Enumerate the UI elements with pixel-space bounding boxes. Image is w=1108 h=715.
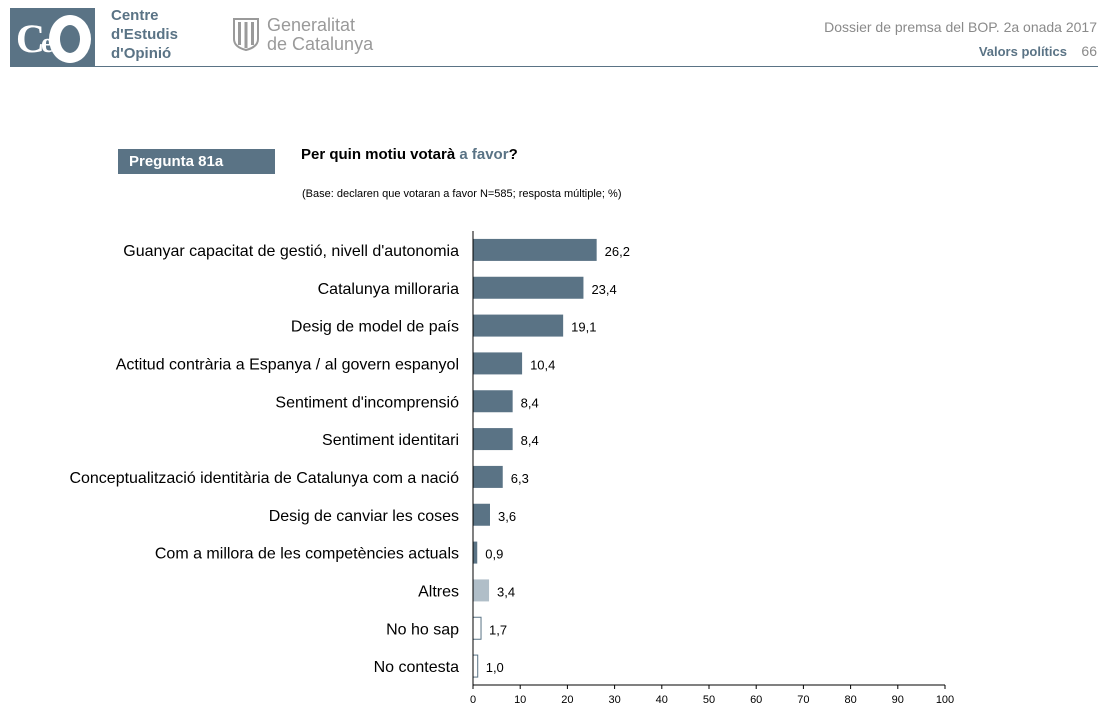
category-label: Desig de model de país — [291, 319, 459, 336]
svg-text:C: C — [16, 16, 45, 61]
value-label: 6,3 — [511, 471, 529, 486]
value-label: 19,1 — [571, 320, 596, 335]
bar — [472, 616, 482, 640]
dossier-title: Dossier de premsa del BOP. 2a onada 2017 — [824, 19, 1097, 35]
gov-name-line1: Generalitat — [267, 15, 356, 35]
x-tick-label: 90 — [892, 694, 904, 706]
category-label: Guanyar capacitat de gestió, nivell d'au… — [123, 243, 459, 260]
category-label: No contesta — [374, 659, 459, 676]
category-label: Desig de canviar les coses — [269, 508, 459, 525]
x-tick-label: 50 — [703, 694, 715, 706]
category-label: Altres — [418, 583, 459, 600]
x-tick-label: 20 — [561, 694, 573, 706]
x-tick-label: 0 — [470, 694, 476, 706]
bar — [473, 314, 564, 337]
bar — [473, 541, 478, 564]
org-name-line2: d'Estudis — [111, 26, 178, 43]
header-info: Dossier de premsa del BOP. 2a onada 2017… — [824, 19, 1097, 61]
header-divider — [10, 66, 1098, 67]
bar — [473, 465, 503, 488]
question-title: Per quin motiu votarà a favor? — [301, 146, 518, 163]
x-tick-label: 60 — [750, 694, 762, 706]
category-label: Catalunya milloraria — [318, 281, 459, 298]
value-label: 8,4 — [521, 395, 539, 410]
value-label: 8,4 — [521, 433, 539, 448]
x-tick-label: 80 — [844, 694, 856, 706]
generalitat-emblem-icon — [232, 17, 260, 56]
category-label: Actitud contrària a Espanya / al govern … — [116, 356, 459, 373]
category-label: Conceptualització identitària de Catalun… — [69, 470, 459, 487]
bar — [473, 276, 584, 299]
value-label: 10,4 — [530, 357, 555, 372]
category-label: Sentiment d'incomprensió — [275, 394, 459, 411]
question-base: (Base: declaren que votaran a favor N=58… — [302, 188, 622, 200]
question-title-pre: Per quin motiu votarà — [301, 146, 460, 163]
org-name-line1: Centre — [111, 7, 159, 24]
question-title-post: ? — [508, 146, 518, 163]
bar — [473, 579, 490, 602]
gov-name: Generalitat de Catalunya — [267, 16, 373, 54]
section-title: Valors polítics — [978, 44, 1067, 59]
bar — [473, 352, 523, 375]
value-label: 3,4 — [497, 584, 515, 599]
value-label: 1,7 — [489, 622, 507, 637]
bar — [472, 654, 479, 678]
ceo-logo-mark: C e — [16, 15, 91, 63]
x-tick-label: 10 — [514, 694, 526, 706]
question-title-highlight: a favor — [459, 146, 509, 163]
x-tick-label: 70 — [797, 694, 809, 706]
category-label: No ho sap — [386, 621, 459, 638]
x-tick-label: 40 — [656, 694, 668, 706]
category-label: Sentiment identitari — [322, 432, 459, 449]
org-name-line3: d'Opinió — [111, 45, 172, 62]
question-label: Pregunta 81a — [118, 149, 275, 174]
value-label: 3,6 — [498, 509, 516, 524]
bar — [473, 503, 490, 526]
gov-name-line2: de Catalunya — [267, 34, 374, 54]
value-label: 0,9 — [485, 547, 503, 562]
org-name: Centre d'Estudis d'Opinió — [111, 6, 178, 63]
bar — [473, 428, 513, 451]
value-label: 1,0 — [486, 660, 504, 675]
x-tick-label: 100 — [936, 694, 954, 706]
ceo-logo: C e — [10, 8, 95, 67]
bar — [473, 390, 513, 413]
value-label: 23,4 — [591, 282, 616, 297]
value-label: 26,2 — [605, 244, 630, 259]
x-tick-label: 30 — [608, 694, 620, 706]
svg-text:e: e — [41, 28, 53, 59]
bar — [473, 238, 597, 261]
category-label: Com a millora de les competències actual… — [155, 546, 459, 563]
page-number: 66 — [1081, 43, 1097, 59]
